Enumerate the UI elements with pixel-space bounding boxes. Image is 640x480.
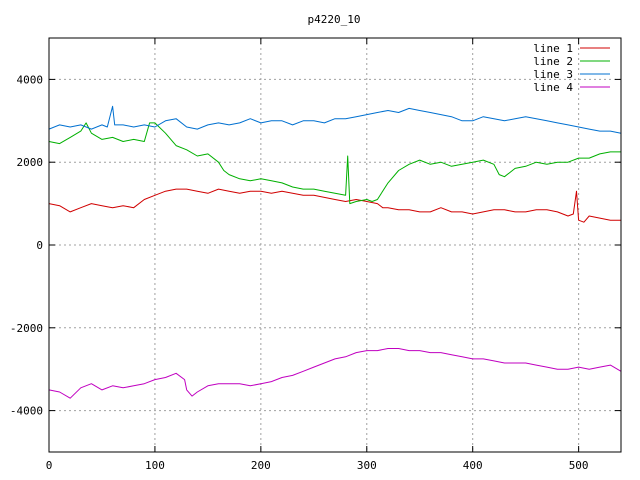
y-tick-label: 2000	[17, 156, 44, 169]
legend-label: line 1	[533, 42, 573, 55]
series-line-3	[48, 105, 622, 134]
y-axis: -4000 -2000 0 2000 4000	[10, 73, 621, 418]
legend-label: line 2	[533, 55, 573, 68]
series-group	[48, 105, 622, 399]
y-tick-label: 4000	[17, 73, 44, 86]
x-tick-label: 300	[357, 459, 377, 472]
series-line-2	[48, 122, 621, 205]
chart-title: p4220_10	[308, 13, 361, 26]
grid-lines	[49, 38, 621, 452]
x-tick-label: 100	[145, 459, 165, 472]
x-tick-label: 400	[463, 459, 483, 472]
x-tick-label: 200	[251, 459, 271, 472]
y-tick-label: -4000	[10, 405, 43, 418]
legend-label: line 3	[533, 68, 573, 81]
series-line-1	[48, 188, 621, 223]
series-line-4	[48, 348, 622, 399]
legend-label: line 4	[533, 81, 573, 94]
x-tick-label: 0	[46, 459, 53, 472]
y-tick-label: 0	[36, 239, 43, 252]
x-tick-label: 500	[569, 459, 589, 472]
x-axis: 0 100 200 300 400 500	[46, 38, 589, 472]
y-tick-label: -2000	[10, 322, 43, 335]
